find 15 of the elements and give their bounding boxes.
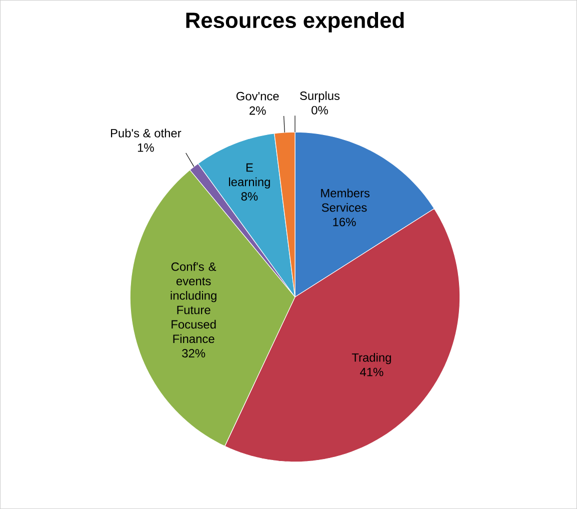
data-label: 41%	[360, 368, 384, 376]
chart-title: Resources expended	[186, 12, 404, 32]
data-label: 1%	[138, 143, 154, 152]
data-label: 32%	[182, 349, 206, 358]
slice-label: Members Services	[321, 188, 370, 212]
data-label: 16%	[333, 218, 356, 226]
data-label: 8%	[241, 192, 258, 201]
category-label: Surplus	[300, 91, 340, 102]
data-label: 2%	[250, 106, 266, 115]
slice-label: Pub's & other	[111, 128, 182, 138]
slice-label: Trading	[352, 353, 391, 364]
slice-label: Gov'nce	[236, 92, 279, 100]
slice-label: E learning	[229, 163, 270, 189]
text: 0%	[312, 106, 328, 114]
slice-label: Conf's & events including Future Focused Finance	[170, 262, 216, 344]
